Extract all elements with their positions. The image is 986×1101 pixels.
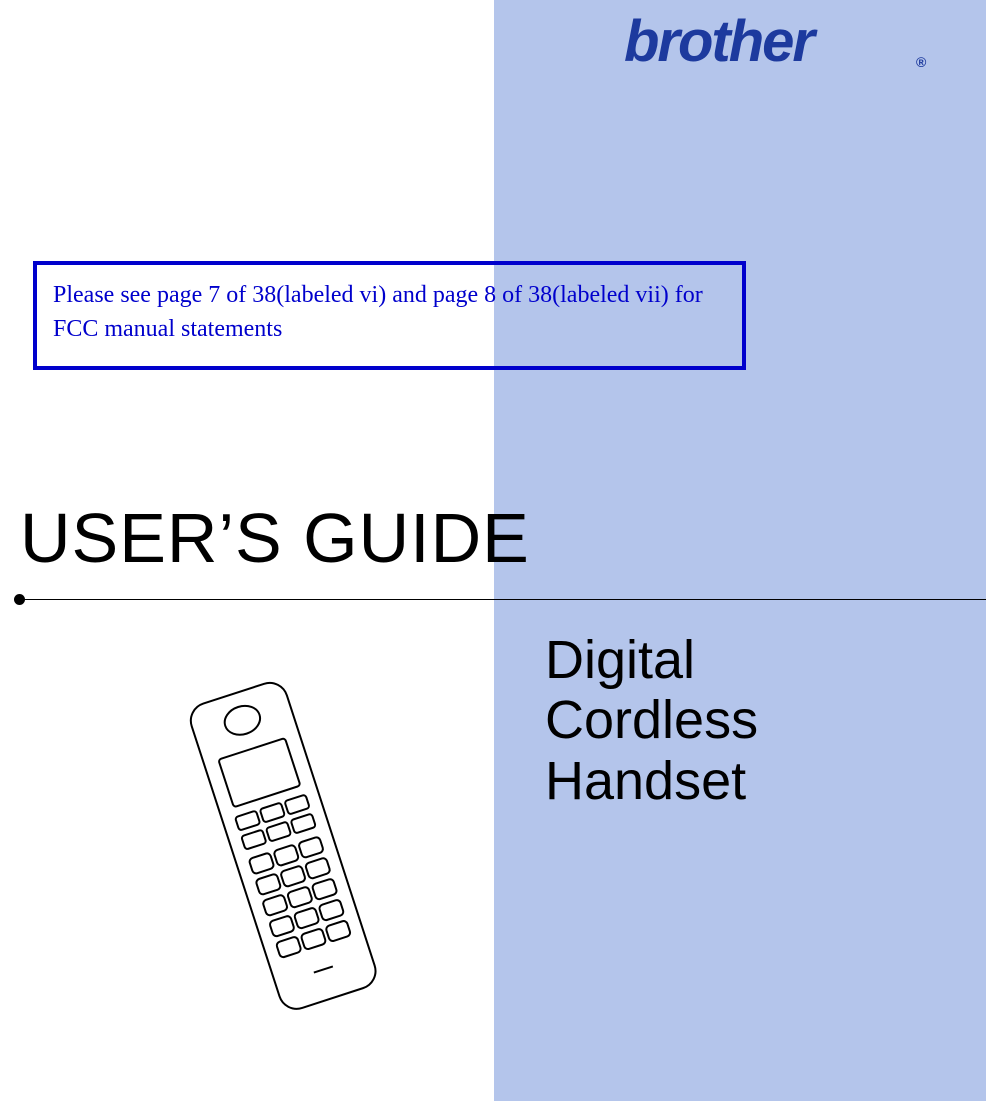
page-title: USER’S GUIDE xyxy=(20,498,530,578)
registered-mark: ® xyxy=(916,54,926,70)
fcc-notice-text: Please see page 7 of 38(labeled vi) and … xyxy=(53,279,726,346)
fcc-notice-box: Please see page 7 of 38(labeled vi) and … xyxy=(33,261,746,370)
handset-illustration xyxy=(142,660,402,1060)
horizontal-divider xyxy=(19,599,986,600)
subtitle-line-3: Handset xyxy=(545,751,758,811)
subtitle-block: Digital Cordless Handset xyxy=(545,630,758,811)
subtitle-line-2: Cordless xyxy=(545,690,758,750)
brother-logo: brother xyxy=(624,8,924,68)
subtitle-line-1: Digital xyxy=(545,630,758,690)
right-color-panel xyxy=(494,0,986,1101)
logo-text: brother xyxy=(624,9,813,74)
